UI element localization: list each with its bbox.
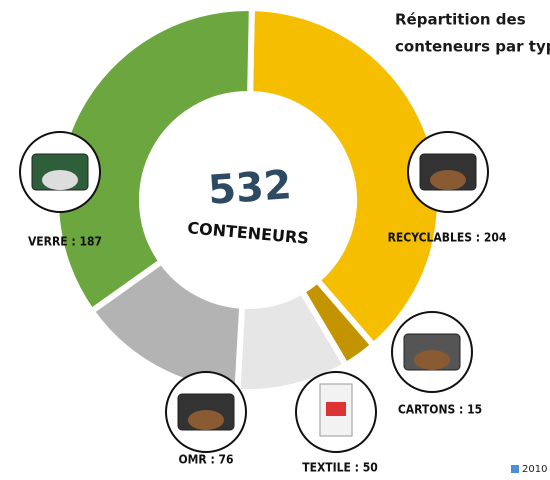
data-label: RECYCLABLES : 204: [388, 231, 507, 245]
chart-title: Répartition des: [395, 11, 526, 29]
icon-detail: [42, 170, 78, 190]
legend-label: 2010: [522, 464, 547, 475]
icon-detail: [326, 402, 346, 416]
icon-detail: [414, 350, 450, 370]
data-label: VERRE : 187: [28, 235, 102, 249]
icon: [407, 131, 489, 213]
legend-swatch: [511, 465, 519, 473]
chart-title: conteneurs par type: [395, 38, 550, 56]
icon: [295, 371, 377, 453]
icon: [391, 311, 473, 393]
data-label: CARTONS : 15: [398, 403, 482, 417]
center-label: CONTENEURS: [187, 218, 310, 248]
data-label: OMR : 76: [178, 453, 233, 467]
icon: [19, 131, 101, 213]
data-label: TEXTILE : 50: [302, 461, 378, 475]
icon-detail: [188, 410, 224, 430]
center-total: 532: [207, 162, 294, 214]
icon-detail: [430, 170, 466, 190]
icon: [165, 371, 247, 453]
donut-segment: [247, 4, 443, 350]
